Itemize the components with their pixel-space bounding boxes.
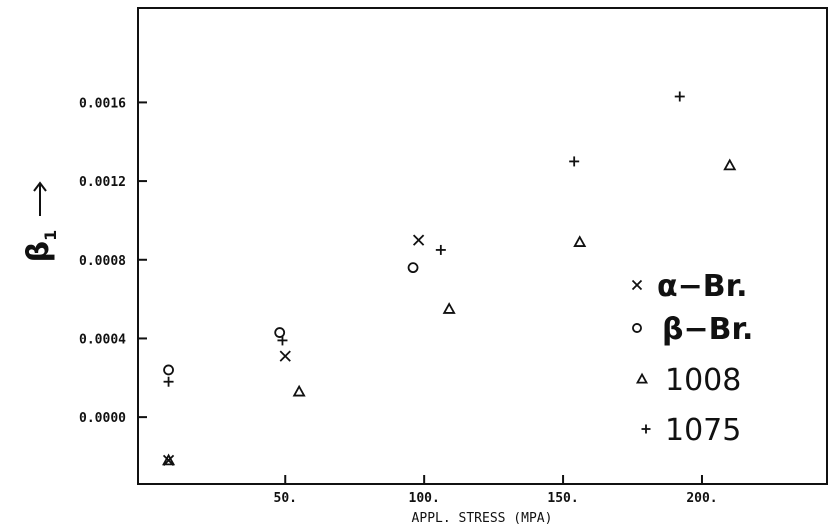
- legend-marker-triangle: [635, 372, 649, 384]
- y-axis-title-subscript: 1: [41, 230, 60, 241]
- data-point-plus: [277, 335, 288, 346]
- legend-marker-circle: [632, 323, 642, 333]
- y-tick-label: 0.0004: [79, 332, 126, 347]
- data-point-triangle: [573, 235, 587, 247]
- legend-label: 1008: [665, 363, 741, 398]
- data-point-triangle: [723, 158, 737, 171]
- y-tick-label: 0.0016: [79, 96, 126, 111]
- y-axis-title-symbol: β: [21, 241, 56, 262]
- legend-item: α−Br.: [631, 269, 748, 304]
- x-tick-label: 100.: [409, 491, 440, 506]
- data-point-circle: [407, 262, 419, 274]
- data-point-plus: [435, 244, 446, 255]
- y-tick-label: 0.0012: [79, 175, 126, 190]
- data-point-plus: [569, 156, 580, 167]
- legend-label: 1075: [665, 413, 741, 448]
- data-point-triangle: [442, 302, 456, 314]
- data-point-circle: [163, 364, 174, 376]
- y-axis-title: β1: [21, 181, 60, 263]
- x-tick-label: 50.: [274, 491, 297, 506]
- legend-item: β−Br.: [632, 312, 753, 347]
- data-points: [162, 91, 737, 467]
- x-tick-label: 150.: [547, 491, 578, 506]
- legend-marker-x: [631, 279, 643, 291]
- legend-marker-plus: [641, 424, 651, 434]
- data-point-triangle: [292, 384, 306, 397]
- x-tick-label: 200.: [686, 491, 717, 506]
- x-axis-title: APPL. STRESS (MPA): [412, 511, 553, 526]
- data-point-x: [279, 350, 291, 362]
- legend-item: 1008: [635, 363, 741, 398]
- data-point-plus: [163, 376, 174, 387]
- y-axis: 0.0000 0.0004 0.0008 0.0012 0.0016: [79, 96, 147, 426]
- x-axis: 50. 100. 150. 200.: [274, 475, 718, 506]
- legend-label: β−Br.: [662, 312, 753, 347]
- y-tick-label: 0.0000: [79, 411, 126, 426]
- data-point-x: [412, 234, 425, 246]
- data-point-plus: [674, 91, 685, 102]
- legend: α−Br. β−Br. 1008 1075: [631, 269, 753, 448]
- data-point-triangle: [162, 453, 176, 466]
- svg-text:β1: β1: [21, 230, 60, 263]
- y-axis-title-arrow-head: [33, 181, 47, 192]
- legend-item: 1075: [641, 413, 741, 448]
- y-tick-label: 0.0008: [79, 254, 126, 269]
- legend-label: α−Br.: [657, 269, 748, 304]
- plot-frame: [137, 7, 828, 485]
- data-point-circle: [274, 327, 286, 338]
